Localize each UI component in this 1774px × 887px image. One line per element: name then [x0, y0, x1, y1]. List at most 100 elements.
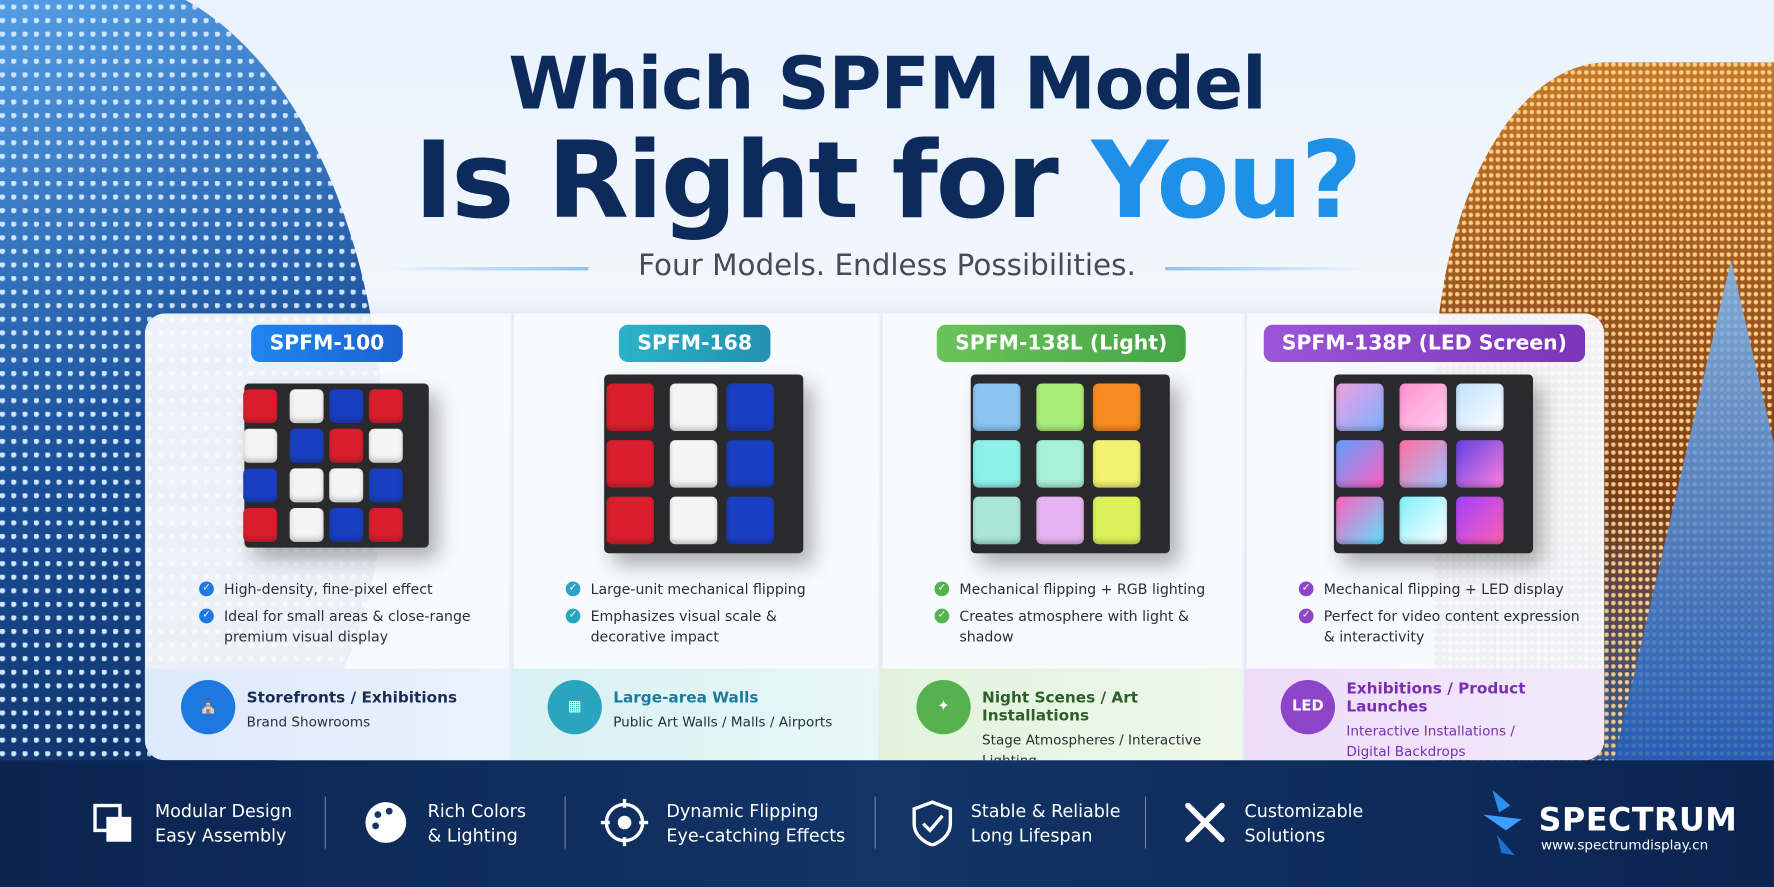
application-text: Exhibitions / Product Launches Interactiv…: [1346, 680, 1572, 760]
model-card: SPFM-168 ✓ Large-unit mechanical flipping ✓…: [511, 313, 878, 761]
feature-line1: Stable & Reliable: [970, 801, 1121, 822]
application-detail: Brand Showrooms: [246, 713, 371, 730]
module-tile: [972, 383, 1021, 432]
check-icon: ✓: [1298, 608, 1314, 624]
module-tile: [1092, 383, 1141, 432]
feature: ✓ Mechanical flipping + LED display: [1298, 579, 1590, 599]
module-tile: [368, 507, 403, 542]
application-icon: ▦: [547, 679, 602, 735]
check-icon: ✓: [565, 608, 581, 624]
module-tile: [669, 383, 718, 432]
module-tile: [726, 383, 774, 432]
model-name: SPFM-138P (LED Screen): [1263, 324, 1586, 363]
feature-line1: Modular Design: [154, 801, 293, 822]
module-tile: [1336, 383, 1384, 432]
feature-icon: [912, 800, 953, 847]
application-text: Night Scenes / Art Installations Stage At…: [982, 689, 1248, 760]
module-tile: [1036, 440, 1084, 488]
module-tile: [726, 440, 774, 488]
module-tile: [1336, 496, 1384, 545]
application-band: ⛪ Storefronts / Exhibitions Brand Showroom…: [144, 668, 510, 761]
feature: ✓ Ideal for small areas & close-range pre…: [199, 606, 490, 647]
module-tile: [242, 389, 277, 424]
application-detail: Public Art Walls / Malls / Airports: [613, 713, 833, 730]
check-icon: ✓: [199, 608, 214, 624]
module-tile: [1092, 440, 1141, 488]
module-tile: [328, 428, 363, 463]
check-icon: ✓: [1298, 581, 1314, 597]
feature-text: Large-unit mechanical flipping: [590, 580, 806, 598]
module-tile: [242, 428, 277, 463]
feature-item: Dynamic Flipping Eye-catching Effects: [666, 799, 845, 849]
feature: ✓ Creates atmosphere with light & shadow: [934, 606, 1226, 647]
feature-text: Ideal for small areas & close-range prem…: [224, 607, 471, 645]
module-tile: [289, 468, 324, 503]
module-tile: [242, 507, 277, 542]
module-tile: [242, 468, 277, 503]
divider: [1165, 267, 1369, 271]
feature-line2: & Lighting: [427, 825, 518, 847]
application-title: Exhibitions / Product Launches: [1346, 679, 1526, 717]
module-tile: [1399, 440, 1448, 488]
module-tile: [368, 428, 403, 463]
application-detail: Stage Atmospheres / Interactive Lighting: [982, 732, 1202, 761]
feature-text: Creates atmosphere with light & shadow: [959, 607, 1189, 645]
module-tile: [606, 440, 654, 488]
title-line2: Is Right for You?: [0, 120, 1774, 243]
led-module: [1333, 374, 1534, 554]
model-name: SPFM-168: [619, 324, 771, 363]
application-text: Large-area Walls Public Art Walls / Malls…: [613, 689, 862, 732]
feature-text: Perfect for video content expression & i…: [1323, 607, 1580, 645]
led-module: [970, 374, 1170, 554]
check-icon: ✓: [934, 608, 950, 624]
feature-line1: Rich Colors: [427, 801, 526, 822]
module-tile: [1456, 440, 1504, 488]
module-tile: [328, 389, 363, 424]
led-module: [604, 374, 804, 554]
feature-line2: Long Lifespan: [970, 825, 1093, 847]
feature: ✓ Perfect for video content expression & …: [1298, 606, 1590, 647]
feature: ✓ High-density, fine-pixel effect: [199, 579, 490, 599]
brand-logo: [1483, 789, 1522, 856]
model-card: SPFM-138P (LED Screen) ✓ Mechanical flippi…: [1244, 313, 1605, 761]
feature-line2: Easy Assembly: [154, 825, 287, 847]
application-title: Large-area Walls: [613, 689, 759, 708]
model-cards: SPFM-100 ✓ High-density, fine-pixel effect…: [144, 313, 1605, 761]
feature-line1: Customizable: [1244, 801, 1364, 822]
feature-text: Mechanical flipping + LED display: [1323, 580, 1564, 598]
feature-icon: [365, 802, 407, 843]
feature-item: Customizable Solutions: [1245, 799, 1364, 849]
application-icon: ⛪: [181, 679, 236, 735]
module-tile: [328, 507, 363, 542]
application-title: Storefronts / Exhibitions: [246, 689, 458, 708]
separator: [874, 796, 876, 849]
module-tile: [1092, 496, 1141, 545]
module-tile: [606, 496, 654, 545]
model-card: SPFM-138L (Light) ✓ Mechanical flipping + …: [880, 313, 1243, 761]
application-detail: Interactive Installations / Digital Back…: [1346, 722, 1515, 760]
feature-item: Stable & Reliable Long Lifespan: [971, 799, 1121, 849]
model-name: SPFM-100: [251, 324, 403, 363]
module-tile: [1399, 383, 1448, 432]
check-icon: ✓: [565, 581, 581, 597]
application-band: LED Exhibitions / Product Launches Interac…: [1244, 668, 1605, 761]
module-tile: [1036, 496, 1084, 545]
feature-icon: [600, 798, 649, 847]
application-band: ▦ Large-area Walls Public Art Walls / Mall…: [511, 668, 878, 761]
application-text: Storefronts / Exhibitions Brand Showrooms: [247, 689, 496, 732]
module-tile: [1336, 440, 1384, 488]
feature-line1: Dynamic Flipping: [666, 801, 819, 822]
title-text: Is Right for: [413, 119, 1059, 244]
model-card: SPFM-100 ✓ High-density, fine-pixel effect…: [144, 313, 510, 761]
feature-icon: [93, 803, 132, 842]
module-tile: [1399, 496, 1448, 545]
module-tile: [972, 496, 1021, 545]
separator: [324, 796, 326, 849]
feature-item: Modular Design Easy Assembly: [155, 799, 292, 849]
brand-url: www.spectrumdisplay.cn: [1540, 837, 1709, 854]
feature-icon: [1185, 802, 1225, 843]
feature: ✓ Mechanical flipping + RGB lighting: [934, 579, 1226, 599]
module-tile: [368, 389, 403, 424]
